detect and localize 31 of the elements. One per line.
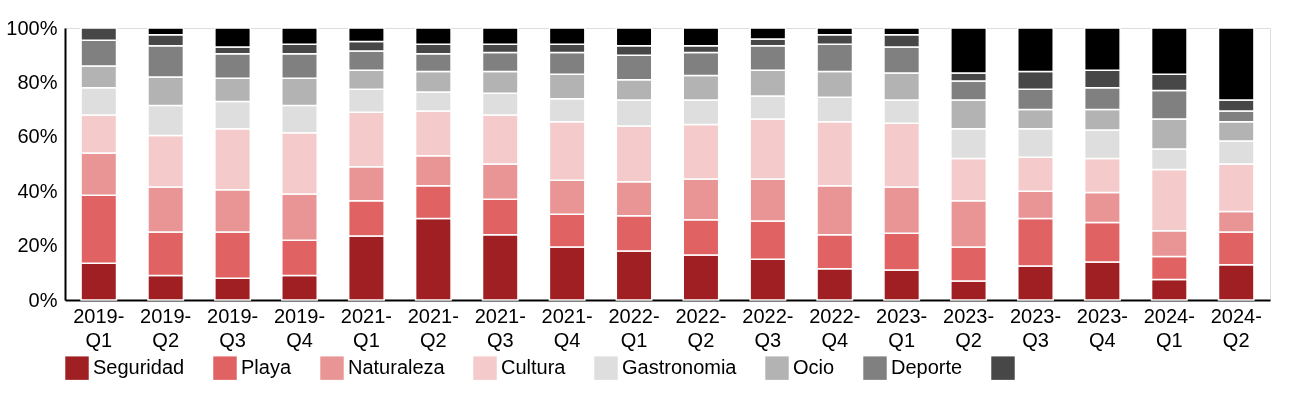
y-tick-label: 20%	[17, 234, 58, 257]
y-tick-label: 60%	[17, 125, 58, 148]
legend-label: Cultura	[501, 356, 567, 379]
x-tick-label: 2022-Q2	[675, 304, 727, 351]
x-tick-label: 2023-Q3	[1009, 304, 1062, 351]
legend-label: Naturaleza	[348, 356, 446, 379]
x-tick-label: 2023-Q2	[943, 304, 995, 351]
x-tick-label: 2021-Q3	[474, 304, 526, 351]
x-tick-label: 2024-Q2	[1210, 304, 1262, 351]
x-tick-label: 2021-Q2	[407, 304, 459, 351]
y-tick-label: 40%	[17, 179, 58, 202]
legend-label: Ocio	[793, 356, 835, 379]
legend-label: Playa	[241, 356, 292, 379]
x-tick-label: 2019-Q4	[273, 304, 326, 351]
x-tick-label: 2021-Q4	[541, 304, 593, 351]
x-tick-label: 2022-Q1	[608, 304, 660, 351]
y-tick-label: 80%	[17, 70, 58, 93]
x-tick-label: 2019-Q2	[140, 304, 192, 351]
x-tick-label: 2023-Q1	[876, 304, 928, 351]
x-tick-label: 2022-Q4	[809, 304, 861, 351]
x-tick-label: 2019-Q1	[73, 304, 125, 351]
legend-label: Seguridad	[93, 356, 185, 379]
y-tick-label: 0%	[28, 288, 58, 311]
x-tick-label: 2021-Q1	[340, 304, 392, 351]
legend-label: Deporte	[891, 356, 963, 379]
y-tick-label: 100%	[6, 16, 58, 39]
x-tick-label: 2023-Q4	[1076, 304, 1128, 351]
x-tick-label: 2022-Q3	[742, 304, 794, 351]
legend-label: Gastronomia	[622, 356, 738, 379]
x-tick-label: 2024-Q1	[1143, 304, 1195, 351]
x-tick-label: 2019-Q3	[207, 304, 259, 351]
